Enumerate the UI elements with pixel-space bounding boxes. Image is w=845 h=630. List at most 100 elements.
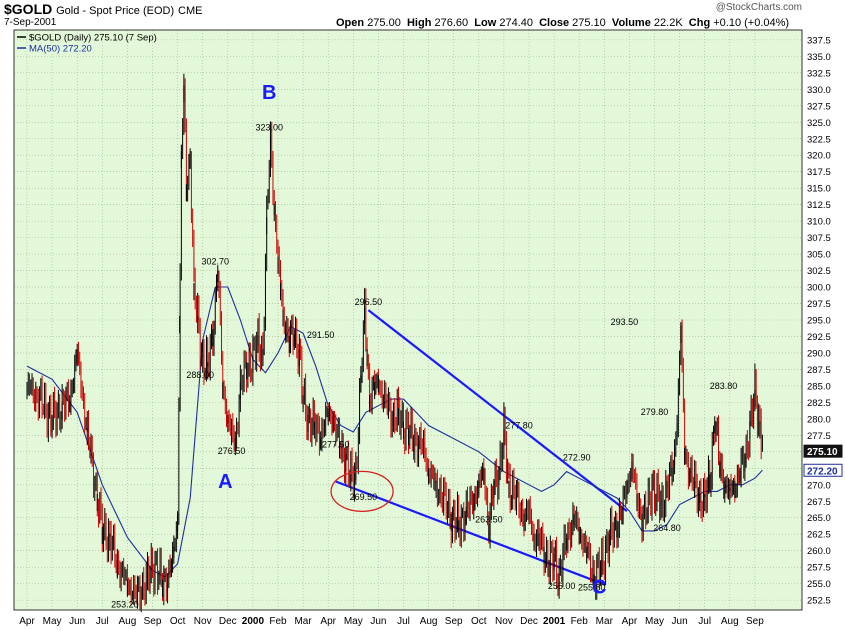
price-annotation: 255.80: [578, 582, 606, 592]
price-annotation: 264.80: [653, 523, 681, 533]
legend-entry: $GOLD (Daily) 275.10 (7 Sep): [29, 33, 157, 44]
wave-labels: A B C: [218, 82, 606, 598]
price-annotation: 283.80: [710, 381, 738, 391]
ma50-line: [26, 286, 763, 578]
low-label: Low: [474, 17, 497, 29]
x-tick-label: Sep: [746, 616, 764, 627]
y-tick-label: 270.0: [807, 480, 831, 491]
copyright-label: @StockCharts.com: [715, 2, 802, 13]
price-annotation: 253.20: [111, 600, 139, 610]
wave-label: B: [262, 82, 276, 104]
y-tick-label: 265.0: [807, 513, 831, 524]
x-tick-label: Feb: [571, 616, 589, 627]
price-annotation: 291.50: [307, 330, 335, 340]
y-tick-label: 300.0: [807, 283, 831, 294]
price-annotation: 277.80: [505, 420, 533, 430]
y-tick-label: 325.0: [807, 118, 831, 129]
y-tick-label: 260.0: [807, 546, 831, 557]
y-tick-label: 317.5: [807, 167, 831, 178]
y-tick-label: 322.5: [807, 134, 831, 145]
price-annotations: 253.20 288.00 302.70 276.50 323.00 291.50 277.…: [111, 122, 737, 609]
y-tick-label: 295.0: [807, 316, 831, 327]
price-annotation: 269.50: [350, 492, 378, 502]
x-tick-label: Sep: [445, 616, 463, 627]
y-tick-label: 285.0: [807, 381, 831, 392]
y-tick-label: 320.0: [807, 151, 831, 162]
price-annotation: 293.50: [611, 317, 639, 327]
x-tick-label: Dec: [520, 616, 538, 627]
last-value-tag: [803, 463, 843, 477]
x-tick-label: Oct: [170, 616, 186, 627]
wave-label: A: [218, 471, 232, 493]
x-tick-label: Jun: [370, 616, 386, 627]
price-series: [26, 73, 763, 613]
y-tick-label: 315.0: [807, 184, 831, 195]
instrument-name: Gold - Spot Price (EOD): [56, 5, 175, 17]
exchange-label: CME: [178, 5, 203, 17]
y-tick-label: 310.0: [807, 217, 831, 228]
x-tick-label: Mar: [294, 616, 312, 627]
y-tick-label: 287.5: [807, 365, 831, 376]
ohlc-readout: Open 275.00 High 276.60 Low 274.40 Close…: [336, 17, 789, 29]
price-annotation: 263.50: [475, 515, 503, 525]
chart-date: 7-Sep-2001: [4, 17, 57, 28]
x-tick-label: Aug: [721, 616, 739, 627]
legend: $GOLD (Daily) 275.10 (7 Sep)MA(50) 272.2…: [17, 33, 157, 55]
chg-label: Chg: [688, 17, 711, 29]
x-tick-label: Aug: [119, 616, 137, 627]
price-annotation: 296.50: [355, 297, 383, 307]
x-tick-label: May: [43, 616, 62, 627]
y-tick-label: 330.0: [807, 85, 831, 96]
symbol-title: $GOLD Gold - Spot Price (EOD) CME: [4, 1, 203, 17]
x-tick-label: Oct: [471, 616, 487, 627]
x-tick-label: Apr: [19, 616, 35, 627]
y-tick-label: 302.5: [807, 266, 831, 277]
x-tick-label: Jul: [698, 616, 711, 627]
volume-value: 22.2K: [653, 17, 683, 29]
y-tick-label: 292.5: [807, 332, 831, 343]
y-tick-label: 262.5: [807, 530, 831, 541]
x-tick-label: Dec: [219, 616, 237, 627]
volume-label: Volume: [611, 17, 651, 29]
y-tick-label: 335.0: [807, 52, 831, 63]
y-tick-label: 257.5: [807, 563, 831, 574]
x-tick-label: Sep: [144, 616, 162, 627]
x-tick-label: Nov: [194, 616, 212, 627]
x-tick-label: Apr: [320, 616, 336, 627]
open-value: 275.00: [367, 17, 401, 29]
x-tick-label: May: [344, 616, 363, 627]
x-tick-label: Apr: [622, 616, 638, 627]
y-tick-label: 282.5: [807, 398, 831, 409]
high-label: High: [406, 17, 432, 29]
x-tick-label: Jul: [397, 616, 410, 627]
y-tick-label: 307.5: [807, 233, 831, 244]
y-tick-label: 297.5: [807, 299, 831, 310]
x-tick-label: May: [645, 616, 664, 627]
price-annotation: 279.80: [641, 407, 669, 417]
x-tick-label: 2000: [242, 616, 265, 627]
x-tick-label: Jun: [69, 616, 85, 627]
x-tick-label: Jun: [672, 616, 688, 627]
trendline: [367, 309, 628, 513]
x-axis: Apr May Jun Jul Aug Sep Oct Nov Dec 2000 Feb Mar Apr…: [19, 616, 764, 627]
y-tick-label: 280.0: [807, 414, 831, 425]
price-annotation: 277.50: [322, 439, 350, 449]
plot-border: [13, 29, 803, 611]
price-annotation: 256.00: [548, 581, 576, 591]
y-tick-label: 337.5: [807, 35, 831, 46]
last-value-tag: [803, 444, 843, 458]
y-tick-label: 305.0: [807, 250, 831, 261]
y-tick-label: 327.5: [807, 101, 831, 112]
open-label: Open: [336, 17, 365, 29]
y-tick-label: 255.0: [807, 579, 831, 590]
high-value: 276.60: [434, 17, 469, 29]
wave-label: C: [592, 577, 606, 599]
price-annotation: 323.00: [255, 122, 283, 132]
low-value: 274.40: [499, 17, 533, 29]
close-label: Close: [539, 17, 570, 29]
y-tick-label: 252.5: [807, 596, 831, 607]
x-tick-label: Mar: [596, 616, 614, 627]
y-tick-label: 332.5: [807, 68, 831, 79]
y-axis: 252.5 255.0 257.5 260.0 262.5 265.0 267.5 270.0…: [803, 35, 843, 607]
